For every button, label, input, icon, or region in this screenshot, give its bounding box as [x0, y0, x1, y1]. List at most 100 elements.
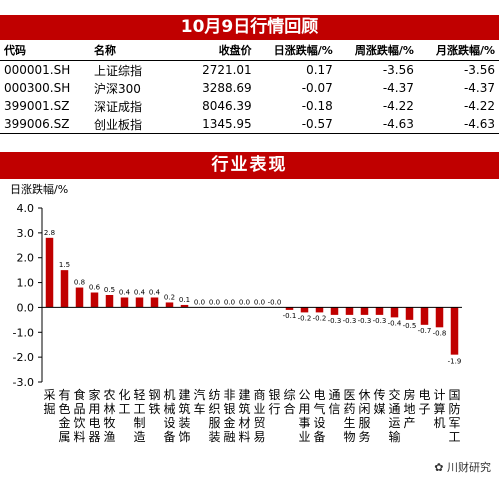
- data-label: 0.4: [134, 288, 146, 296]
- weekly-change: -4.22: [382, 99, 414, 113]
- data-label: 0.0: [254, 298, 265, 306]
- index-name: 创业板指: [86, 115, 186, 134]
- category-label: 建筑装饰: [178, 388, 190, 444]
- category-label: 电气设备: [313, 388, 325, 444]
- bar: [45, 237, 54, 308]
- bar: [315, 307, 324, 313]
- data-label: -0.3: [373, 317, 387, 325]
- data-label: 0.0: [239, 298, 250, 306]
- data-label: -0.2: [298, 314, 312, 322]
- y-tick-label: -3.0: [13, 376, 34, 389]
- data-label: 0.6: [89, 284, 101, 292]
- category-label: 银行: [268, 388, 280, 416]
- index-code: 000300.SH: [4, 81, 71, 95]
- close-price: 8046.39: [202, 99, 252, 113]
- column-header: 名称: [86, 40, 186, 61]
- bar: [435, 307, 444, 328]
- data-label: 0.2: [164, 293, 175, 301]
- data-label: 0.0: [209, 298, 220, 306]
- page-title: 10月9日行情回顾: [0, 15, 499, 40]
- bar: [390, 307, 399, 318]
- daily-change: -0.57: [255, 115, 337, 134]
- category-label: 机械设备: [163, 388, 175, 444]
- category-label: 计算机: [433, 388, 445, 430]
- bar: [405, 307, 414, 320]
- y-tick-label: 4.0: [17, 202, 35, 215]
- category-label: 公用事业: [298, 388, 310, 444]
- bar: [105, 295, 114, 308]
- wechat-icon: ✿: [434, 461, 444, 474]
- close-price: 1345.95: [186, 115, 256, 134]
- section-title: 行业表现: [0, 152, 499, 179]
- index-code: 399006.SZ: [0, 115, 86, 134]
- category-label: 国防军工: [448, 388, 460, 444]
- industry-bar-chart: 日涨跌幅/% 4.0 3.0 2.0 1.0 0.0 -1.0 -2.0 -3.0 2.8 采掘 1…: [10, 182, 462, 444]
- bar: [345, 307, 354, 315]
- close-price: 3288.69: [202, 81, 252, 95]
- data-label: 0.1: [179, 296, 190, 304]
- column-header: 代码: [0, 40, 86, 61]
- category-label: 交通运输: [388, 387, 400, 444]
- daily-change: 0.17: [306, 63, 333, 77]
- category-label: 化工: [118, 388, 130, 416]
- bar: [285, 307, 294, 310]
- data-label: -0.8: [433, 329, 447, 337]
- table-row: 399006.SZ 创业板指 1345.95 -0.57 -4.63 -4.63: [0, 115, 499, 134]
- data-label: 0.4: [119, 288, 131, 296]
- category-label: 医药生物: [343, 388, 355, 444]
- category-label: 汽车: [193, 387, 205, 416]
- close-price: 2721.01: [202, 63, 252, 77]
- index-code: 399001.SZ: [4, 99, 70, 113]
- table-header-row: 代码 名称 收盘价 日涨跌幅/% 周涨跌幅/% 月涨跌幅/%: [0, 40, 499, 61]
- category-label: 商业贸易: [253, 387, 265, 444]
- bar: [375, 307, 384, 315]
- category-label: 轻工制造: [133, 388, 145, 444]
- data-label: 0.8: [74, 279, 85, 287]
- y-tick-label: 0.0: [17, 301, 35, 314]
- category-label: 电子: [418, 388, 430, 416]
- category-label: 食品饮料: [73, 387, 85, 444]
- data-label: 0.5: [104, 286, 115, 294]
- bar: [360, 307, 369, 315]
- column-header: 周涨跌幅/%: [336, 40, 418, 61]
- data-label: -0.3: [328, 317, 342, 325]
- bar: [450, 307, 459, 355]
- weekly-change: -3.56: [382, 63, 414, 77]
- category-label: 采掘: [43, 388, 55, 416]
- bar: [420, 307, 429, 325]
- weekly-change: -4.37: [382, 81, 414, 95]
- category-label: 综合: [283, 388, 295, 416]
- daily-change: -0.18: [301, 99, 333, 113]
- data-label: -1.9: [448, 358, 462, 366]
- bar: [150, 297, 159, 308]
- watermark-text: 川财研究: [447, 461, 491, 474]
- data-label: 1.5: [59, 261, 70, 269]
- data-label: 0.0: [194, 298, 205, 306]
- data-label: -0.1: [283, 312, 297, 320]
- bar: [300, 307, 309, 313]
- data-label: 0.0: [224, 298, 235, 306]
- y-tick-label: 1.0: [17, 277, 35, 290]
- bar: [60, 270, 69, 308]
- daily-change: -0.07: [301, 81, 333, 95]
- y-tick-label: 3.0: [17, 227, 35, 240]
- bar: [330, 307, 339, 315]
- quote-table: 代码 名称 收盘价 日涨跌幅/% 周涨跌幅/% 月涨跌幅/% 000001.SH…: [0, 40, 499, 134]
- category-label: 农林牧渔: [103, 388, 115, 444]
- category-label: 传媒: [373, 387, 385, 416]
- column-header: 日涨跌幅/%: [255, 40, 337, 61]
- category-label: 有色金属: [58, 388, 70, 444]
- data-label: -0.5: [403, 322, 417, 330]
- category-label: 非银金融: [223, 388, 235, 444]
- y-axis-label: 日涨跌幅/%: [10, 182, 68, 196]
- index-name: 深证成指: [94, 99, 143, 114]
- bar: [75, 287, 84, 308]
- index-name: 上证综指: [94, 63, 143, 78]
- bar: [90, 292, 99, 308]
- category-label: 房地产: [403, 387, 415, 430]
- column-header: 收盘价: [186, 40, 256, 61]
- index-code: 000001.SH: [4, 63, 71, 77]
- monthly-change: -4.63: [417, 115, 499, 134]
- watermark: ✿ 川财研究: [434, 459, 491, 475]
- category-label: 钢铁: [148, 388, 160, 416]
